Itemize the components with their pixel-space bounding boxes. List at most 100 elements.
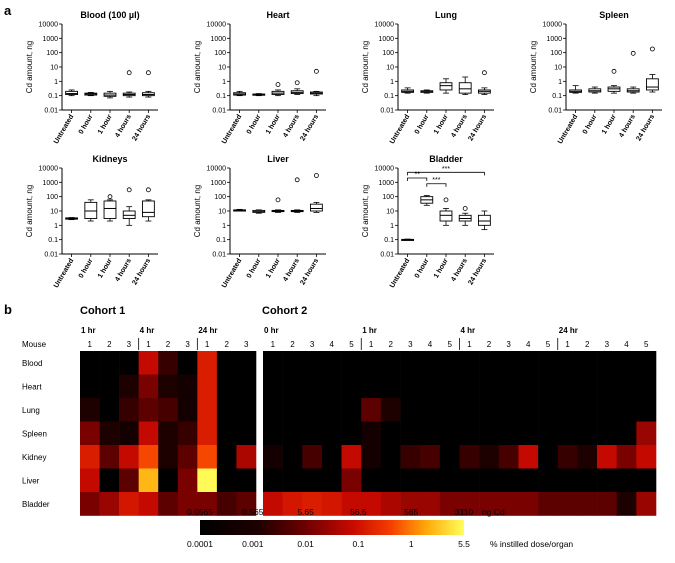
heatmap-cell — [538, 492, 559, 516]
y-tick-label: 100 — [46, 194, 58, 201]
heatmap-cell — [282, 351, 303, 375]
heatmap-cell — [400, 492, 421, 516]
time-group-label: 1 hr — [362, 326, 377, 335]
mouse-label: 5 — [644, 340, 649, 349]
x-tick-label: 24 hours — [299, 113, 320, 142]
heatmap-cell — [597, 421, 617, 446]
outlier-point — [107, 194, 113, 200]
box-4 — [309, 90, 323, 97]
panel-a-label: a — [4, 3, 12, 18]
heatmap-cell — [236, 492, 257, 516]
heatmap-cell — [459, 468, 480, 493]
box-4 — [141, 90, 155, 98]
x-tick-label: 4 hours — [114, 113, 133, 138]
heatmap-cell — [361, 398, 382, 422]
x-tick-label: 4 hours — [618, 113, 637, 138]
heatmap-cell — [400, 398, 421, 422]
heatmap-cell — [557, 398, 578, 422]
mouse-label: 3 — [185, 340, 190, 349]
heatmap-cell — [498, 398, 519, 422]
heatmap-cell — [216, 492, 237, 516]
x-tick-label: Untreated — [389, 258, 411, 290]
box-3 — [458, 76, 472, 95]
heatmap-cell — [282, 445, 303, 469]
mouse-label: 1 — [205, 340, 210, 349]
mouse-label: 3 — [127, 340, 132, 349]
x-tick-label: 24 hours — [131, 113, 152, 142]
heatmap-cell — [302, 492, 323, 516]
plot-title: Blood (100 µl) — [80, 10, 139, 20]
colorbar-bottom-unit: % instilled dose/organ — [490, 539, 573, 549]
y-axis-label: Cd amount, ng — [193, 185, 202, 237]
x-tick-label: 4 hours — [450, 113, 469, 138]
heatmap-cell — [236, 421, 257, 446]
outlier-point — [294, 177, 300, 183]
box-2 — [439, 208, 453, 226]
box-1 — [588, 86, 602, 94]
heatmap-cell — [158, 468, 179, 493]
heatmap-cell — [119, 468, 139, 493]
box-4 — [309, 201, 323, 213]
box-0 — [401, 238, 415, 242]
heatmap-cell — [119, 351, 139, 375]
x-tick-label: 0 hour — [582, 113, 599, 135]
y-tick-label: 10000 — [39, 166, 59, 173]
y-tick-label: 10 — [386, 65, 394, 72]
row-label: Kidney — [22, 453, 46, 462]
heatmap-cell — [420, 374, 441, 399]
heatmap-cell — [236, 468, 257, 493]
heatmap-cell — [302, 374, 323, 399]
heatmap-cell — [341, 468, 362, 493]
y-tick-label: 1000 — [210, 180, 226, 187]
heatmap-cell — [557, 421, 578, 446]
heatmap-cell — [282, 398, 303, 422]
heatmap-cell — [538, 351, 559, 375]
heatmap-cell — [321, 421, 342, 446]
box-2 — [607, 85, 621, 94]
colorbar-top-unit: ng Cd — [482, 507, 505, 517]
significance-bracket — [407, 177, 428, 182]
plot-title: Kidneys — [92, 154, 127, 164]
heatmap-cell — [119, 374, 139, 399]
heatmap-cell — [99, 445, 120, 469]
x-tick-label: Untreated — [389, 114, 411, 146]
outlier-point — [313, 68, 319, 74]
mouse-header: Mouse — [22, 340, 47, 349]
colorbar-top-label: 0.565 — [242, 507, 264, 517]
box-2 — [103, 199, 117, 222]
heatmap-cell — [216, 421, 237, 446]
heatmap-cell — [138, 492, 159, 516]
y-tick-label: 1 — [558, 79, 562, 86]
heatmap-cell — [341, 351, 362, 375]
heatmap-cell — [498, 445, 519, 469]
heatmap-cell — [361, 468, 382, 493]
y-tick-label: 10000 — [375, 166, 395, 173]
heatmap-cell — [80, 421, 100, 446]
heatmap-cell — [459, 398, 480, 422]
y-tick-label: 100 — [214, 50, 226, 57]
y-tick-label: 100 — [550, 50, 562, 57]
mouse-label: 4 — [526, 340, 531, 349]
colorbar-bottom-label: 1 — [409, 539, 414, 549]
box-0 — [65, 89, 79, 97]
time-group-label: 24 hr — [198, 326, 217, 335]
heatmap-cell — [263, 398, 283, 422]
heatmap-cell — [321, 398, 342, 422]
heatmap-cell — [263, 374, 283, 399]
heatmap-cell — [236, 351, 257, 375]
mouse-label: 2 — [487, 340, 492, 349]
significance-bracket — [407, 171, 485, 176]
y-tick-label: 1000 — [42, 36, 58, 43]
y-tick-label: 0.1 — [48, 93, 58, 100]
y-tick-label: 1 — [222, 79, 226, 86]
outlier-point — [313, 173, 319, 178]
heatmap-cell — [80, 468, 100, 493]
mouse-label: 3 — [506, 340, 511, 349]
box-3 — [458, 212, 472, 226]
heatmap-cell — [119, 398, 139, 422]
heatmap-cell — [479, 492, 500, 516]
heatmap-cell — [80, 445, 100, 469]
heatmap-cell — [400, 468, 421, 493]
y-tick-label: 10000 — [375, 22, 395, 29]
x-tick-label: 24 hours — [131, 257, 152, 286]
